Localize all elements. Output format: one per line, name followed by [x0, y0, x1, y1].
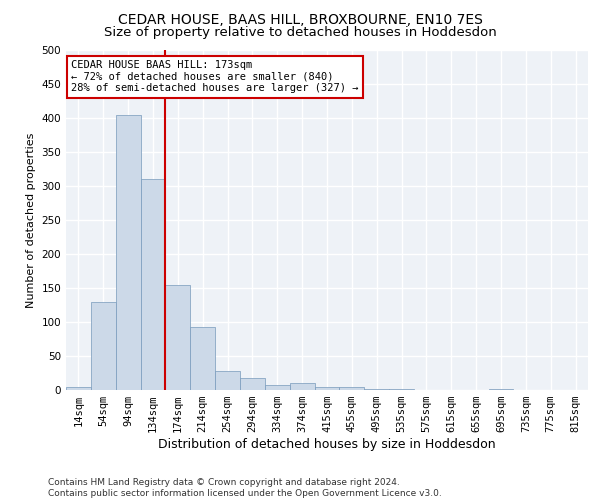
Text: CEDAR HOUSE BAAS HILL: 173sqm
← 72% of detached houses are smaller (840)
28% of : CEDAR HOUSE BAAS HILL: 173sqm ← 72% of d…	[71, 60, 359, 94]
Bar	[364, 388, 389, 390]
Bar	[190, 328, 215, 390]
Bar	[166, 284, 190, 390]
Bar	[340, 386, 364, 390]
X-axis label: Distribution of detached houses by size in Hoddesdon: Distribution of detached houses by size …	[158, 438, 496, 451]
Bar	[91, 302, 116, 390]
Bar	[314, 388, 340, 390]
Bar	[265, 384, 290, 390]
Text: CEDAR HOUSE, BAAS HILL, BROXBOURNE, EN10 7ES: CEDAR HOUSE, BAAS HILL, BROXBOURNE, EN10…	[118, 12, 482, 26]
Bar	[66, 386, 91, 390]
Bar	[488, 388, 514, 390]
Bar	[140, 179, 166, 390]
Bar	[240, 378, 265, 390]
Bar	[215, 371, 240, 390]
Text: Contains HM Land Registry data © Crown copyright and database right 2024.
Contai: Contains HM Land Registry data © Crown c…	[48, 478, 442, 498]
Bar	[290, 383, 314, 390]
Bar	[116, 114, 140, 390]
Text: Size of property relative to detached houses in Hoddesdon: Size of property relative to detached ho…	[104, 26, 496, 39]
Y-axis label: Number of detached properties: Number of detached properties	[26, 132, 36, 308]
